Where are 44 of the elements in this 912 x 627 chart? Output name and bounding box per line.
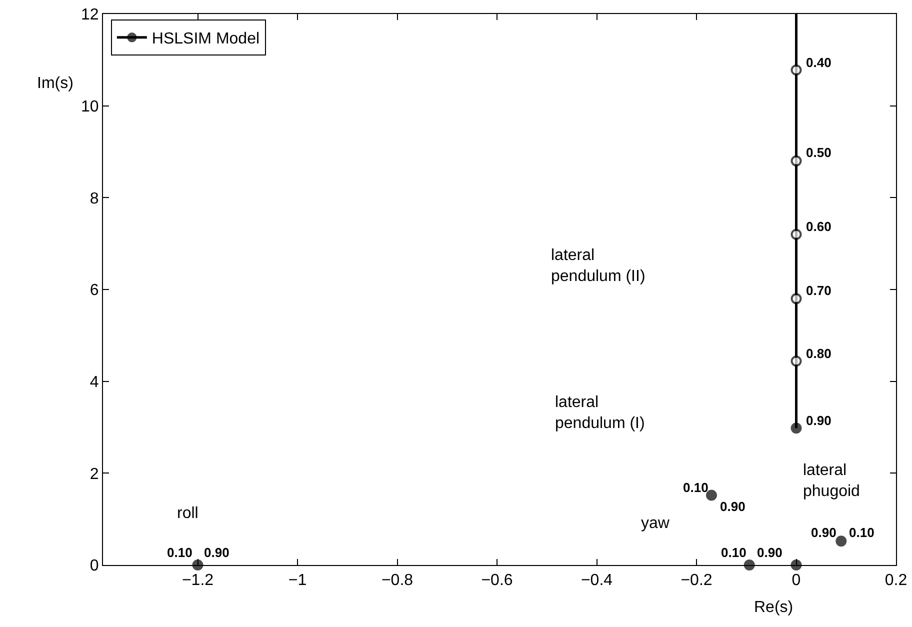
- y-tick-label: 4: [90, 374, 99, 391]
- point: [790, 356, 802, 367]
- annotation: 0.50: [806, 145, 832, 160]
- y-tick-label: 0: [90, 558, 99, 575]
- x-tick-label: −0.8: [381, 572, 414, 590]
- point: [790, 293, 802, 304]
- annotation: 0.10: [721, 545, 746, 560]
- point: [836, 536, 847, 547]
- annotation: 0.70: [806, 283, 832, 298]
- annotation: lateral pendulum (II): [551, 247, 646, 285]
- annotation: 0.90: [720, 499, 746, 514]
- y-tick-label: 10: [81, 98, 99, 116]
- annotation: 0.10: [849, 525, 874, 540]
- x-tick-label: −1.2: [182, 572, 214, 590]
- point: [744, 560, 755, 570]
- x-tick-label: −0.2: [680, 572, 712, 590]
- annotation: 0.80: [806, 346, 832, 361]
- annotation: 0.90: [757, 545, 782, 560]
- annotation: 0.60: [806, 219, 832, 234]
- legend-label: HSLSIM Model: [152, 30, 260, 48]
- annotation: 0.90: [811, 525, 836, 540]
- x-tick-label: −1: [288, 572, 307, 590]
- y-axis-title: Im(s): [37, 75, 74, 92]
- annotation: 0.90: [806, 413, 832, 428]
- annotation: lateral pendulum (I): [555, 394, 645, 432]
- x-axis-title: Re(s): [754, 599, 794, 616]
- annotation: yaw: [641, 515, 670, 532]
- annotation: 0.90: [204, 545, 230, 560]
- point: [790, 228, 802, 240]
- annotation: 0.10: [683, 480, 708, 495]
- x-tick-label: −0.6: [481, 572, 513, 590]
- point: [790, 155, 802, 166]
- annotation: 0.40: [806, 55, 832, 70]
- y-tick-label: 12: [81, 6, 99, 24]
- y-tick-label: 6: [90, 282, 99, 300]
- y-tick-label: 8: [90, 190, 99, 208]
- x-tick-label: −0.4: [580, 572, 613, 590]
- x-tick-label: 0: [792, 572, 801, 590]
- point: [790, 64, 802, 76]
- annotation: lateral phugoid: [803, 462, 860, 500]
- x-tick-label: 0.2: [884, 572, 908, 590]
- y-tick-label: 2: [90, 466, 99, 483]
- annotation: 0.10: [167, 545, 192, 560]
- annotation: roll: [177, 505, 198, 522]
